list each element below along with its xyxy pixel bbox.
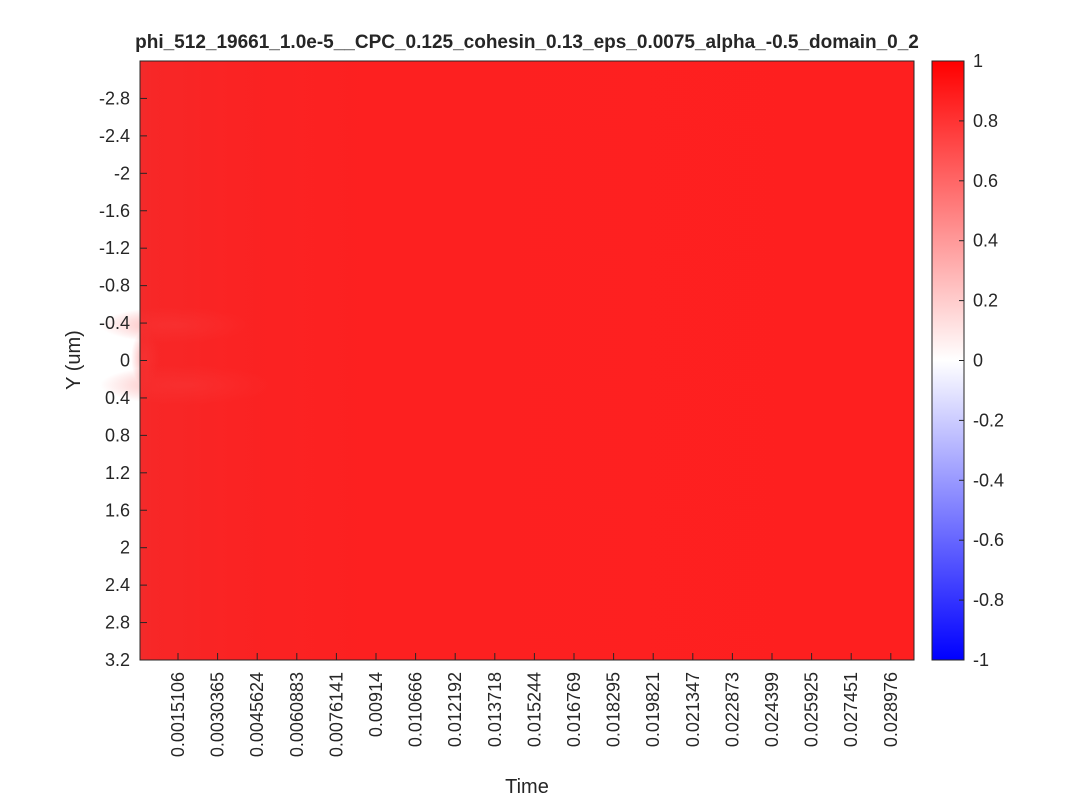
x-tick-label: 0.025925 <box>802 672 822 747</box>
colorbar-tick-label: -0.8 <box>973 590 1004 610</box>
y-tick-label: 3.2 <box>105 650 130 670</box>
colorbar-tick-label: -1 <box>973 650 989 670</box>
x-tick-label: 0.016769 <box>564 672 584 747</box>
colorbar-tick-label: -0.2 <box>973 410 1004 430</box>
x-tick-label: 0.019821 <box>643 672 663 747</box>
y-tick-label: -1.6 <box>99 201 130 221</box>
x-tick-label: 0.027451 <box>841 672 861 747</box>
colorbar: 1 0.8 0.6 0.4 0.2 0 -0.2 -0.4 -0.6 -0.8 -1 <box>931 51 1004 670</box>
colorbar-tick-label: -0.4 <box>973 470 1004 490</box>
x-tick-label: 0.010666 <box>406 672 426 747</box>
x-tick-label: 0.0030365 <box>208 672 228 757</box>
heatmap-early-variation <box>100 307 250 343</box>
y-tick-label: 0 <box>120 351 130 371</box>
colorbar-tick-label: 0.6 <box>973 171 998 191</box>
y-tick-label: 2.8 <box>105 613 130 633</box>
x-tick-label: 0.015244 <box>524 672 544 747</box>
colorbar-tick-label: 0.8 <box>973 111 998 131</box>
y-tick-label: 1.6 <box>105 500 130 520</box>
colorbar-tick-label: 0.2 <box>973 291 998 311</box>
chart-title: phi_512_19661_1.0e-5__CPC_0.125_cohesin_… <box>135 32 919 53</box>
colorbar-tick-label: 0.4 <box>973 231 998 251</box>
heatmap-field <box>140 61 914 660</box>
x-tick-label: 0.012192 <box>445 672 465 747</box>
y-tick-label: -0.4 <box>99 313 130 333</box>
colorbar-tick-label: 0 <box>973 351 983 371</box>
colorbar-scale <box>931 60 965 661</box>
y-tick-label: 2 <box>120 538 130 558</box>
x-axis-ticks: 0.0015106 0.0030365 0.0045624 0.0060883 0.00… <box>168 653 901 757</box>
y-tick-label: 0.4 <box>105 388 130 408</box>
y-tick-label: -0.8 <box>99 276 130 296</box>
y-tick-label: 2.4 <box>105 575 130 595</box>
colorbar-tick-label: -0.6 <box>973 530 1004 550</box>
x-tick-label: 0.00914 <box>366 672 386 737</box>
colorbar-tick-label: 1 <box>973 51 983 71</box>
heatmap-plot-area <box>100 60 915 661</box>
y-tick-label: -2 <box>114 163 130 183</box>
x-tick-label: 0.021347 <box>683 672 703 747</box>
heatmap-early-variation <box>131 330 159 386</box>
x-tick-label: 0.024399 <box>762 672 782 747</box>
x-tick-label: 0.0015106 <box>168 672 188 757</box>
y-tick-label: 0.8 <box>105 425 130 445</box>
x-axis-label: Time <box>505 776 549 798</box>
x-tick-label: 0.0076141 <box>326 672 346 757</box>
x-tick-label: 0.0045624 <box>247 672 267 757</box>
x-tick-label: 0.028976 <box>881 672 901 747</box>
y-axis-label: Y (um) <box>63 330 85 390</box>
y-tick-label: -2.4 <box>99 126 130 146</box>
x-tick-label: 0.013718 <box>485 672 505 747</box>
x-tick-label: 0.018295 <box>604 672 624 747</box>
y-tick-label: 1.2 <box>105 463 130 483</box>
y-axis-ticks: -2.8 -2.4 -2 -1.6 -1.2 -0.8 -0.4 0 0.4 0.8 1.2 1.6 2… <box>99 88 147 670</box>
x-tick-label: 0.022873 <box>722 672 742 747</box>
y-tick-label: -2.8 <box>99 88 130 108</box>
colorbar-ticks: 1 0.8 0.6 0.4 0.2 0 -0.2 -0.4 -0.6 -0.8 -1 <box>959 51 1004 670</box>
y-tick-label: -1.2 <box>99 238 130 258</box>
x-tick-label: 0.0060883 <box>287 672 307 757</box>
